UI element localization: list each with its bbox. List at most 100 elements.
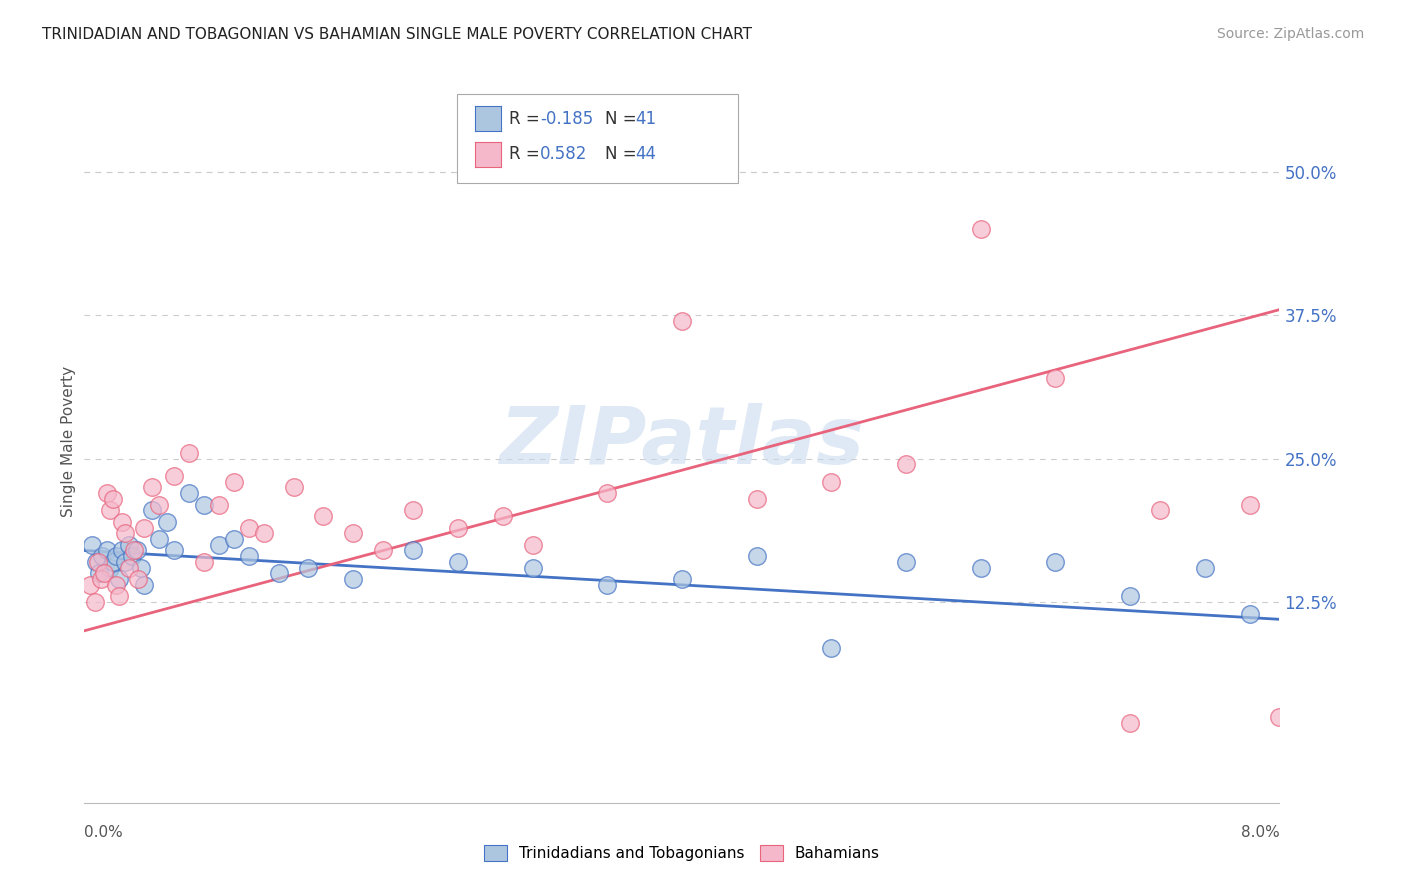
Point: [745, 549, 768, 564]
Point: [596, 486, 619, 500]
Point: [104, 578, 127, 592]
Point: [177, 446, 200, 460]
Point: [111, 515, 134, 529]
Point: [1045, 371, 1067, 385]
Text: 8.0%: 8.0%: [1240, 825, 1279, 840]
Point: [820, 475, 842, 489]
Point: [101, 491, 124, 506]
Point: [107, 590, 129, 604]
Point: [125, 543, 148, 558]
Point: [141, 503, 163, 517]
Point: [238, 549, 260, 564]
Point: [1149, 503, 1171, 517]
Point: [671, 572, 693, 586]
Point: [297, 560, 319, 574]
Point: [1268, 710, 1291, 724]
Point: [129, 560, 152, 574]
Point: [91, 549, 114, 564]
Point: [87, 555, 110, 569]
Point: [253, 526, 276, 541]
Point: [193, 555, 215, 569]
Point: [312, 509, 335, 524]
Point: [122, 543, 145, 558]
Y-axis label: Single Male Poverty: Single Male Poverty: [60, 366, 76, 517]
Point: [402, 503, 425, 517]
Point: [208, 538, 231, 552]
Point: [745, 491, 768, 506]
Point: [1119, 715, 1142, 730]
Point: [79, 578, 101, 592]
Point: [89, 566, 111, 581]
Point: [114, 526, 136, 541]
Point: [283, 480, 305, 494]
Point: [373, 543, 395, 558]
Point: [1194, 560, 1216, 574]
Point: [163, 543, 186, 558]
Point: [894, 555, 917, 569]
Text: N =: N =: [605, 145, 641, 163]
Text: -0.185: -0.185: [540, 110, 593, 128]
Point: [98, 560, 121, 574]
Text: 0.0%: 0.0%: [84, 825, 124, 840]
Point: [522, 560, 544, 574]
Point: [98, 503, 121, 517]
Point: [820, 640, 842, 655]
Point: [127, 572, 149, 586]
Text: Source: ZipAtlas.com: Source: ZipAtlas.com: [1216, 27, 1364, 41]
Point: [671, 314, 693, 328]
Point: [132, 520, 156, 534]
Point: [1119, 590, 1142, 604]
Point: [342, 526, 364, 541]
Point: [96, 543, 118, 558]
Point: [104, 549, 127, 564]
Point: [163, 469, 186, 483]
Point: [83, 595, 105, 609]
Text: R =: R =: [509, 110, 546, 128]
Point: [402, 543, 425, 558]
Point: [447, 555, 470, 569]
Point: [155, 515, 177, 529]
Point: [96, 486, 118, 500]
Point: [177, 486, 200, 500]
Point: [222, 475, 245, 489]
Text: 0.582: 0.582: [540, 145, 588, 163]
Point: [107, 572, 129, 586]
Point: [80, 538, 103, 552]
Text: R =: R =: [509, 145, 546, 163]
Point: [522, 538, 544, 552]
Point: [114, 555, 136, 569]
Point: [141, 480, 163, 494]
Point: [970, 222, 993, 236]
Point: [86, 555, 108, 569]
Point: [208, 498, 231, 512]
Point: [596, 578, 619, 592]
Legend: Trinidadians and Tobagonians, Bahamians: Trinidadians and Tobagonians, Bahamians: [478, 839, 886, 867]
Point: [1239, 607, 1261, 621]
Point: [93, 566, 115, 581]
Text: TRINIDADIAN AND TOBAGONIAN VS BAHAMIAN SINGLE MALE POVERTY CORRELATION CHART: TRINIDADIAN AND TOBAGONIAN VS BAHAMIAN S…: [42, 27, 752, 42]
Text: N =: N =: [605, 110, 641, 128]
Point: [118, 560, 141, 574]
Point: [148, 498, 170, 512]
Point: [970, 560, 993, 574]
Text: 41: 41: [636, 110, 657, 128]
Point: [222, 532, 245, 546]
Point: [447, 520, 470, 534]
Text: ZIPatlas: ZIPatlas: [499, 402, 865, 481]
Point: [238, 520, 260, 534]
Point: [121, 549, 143, 564]
Point: [148, 532, 170, 546]
Point: [132, 578, 156, 592]
Point: [193, 498, 215, 512]
Point: [101, 555, 124, 569]
Point: [1239, 498, 1261, 512]
Text: 44: 44: [636, 145, 657, 163]
Point: [111, 543, 134, 558]
Point: [1045, 555, 1067, 569]
Point: [118, 538, 141, 552]
Point: [342, 572, 364, 586]
Point: [90, 572, 112, 586]
Point: [894, 458, 917, 472]
Point: [267, 566, 290, 581]
Point: [492, 509, 515, 524]
